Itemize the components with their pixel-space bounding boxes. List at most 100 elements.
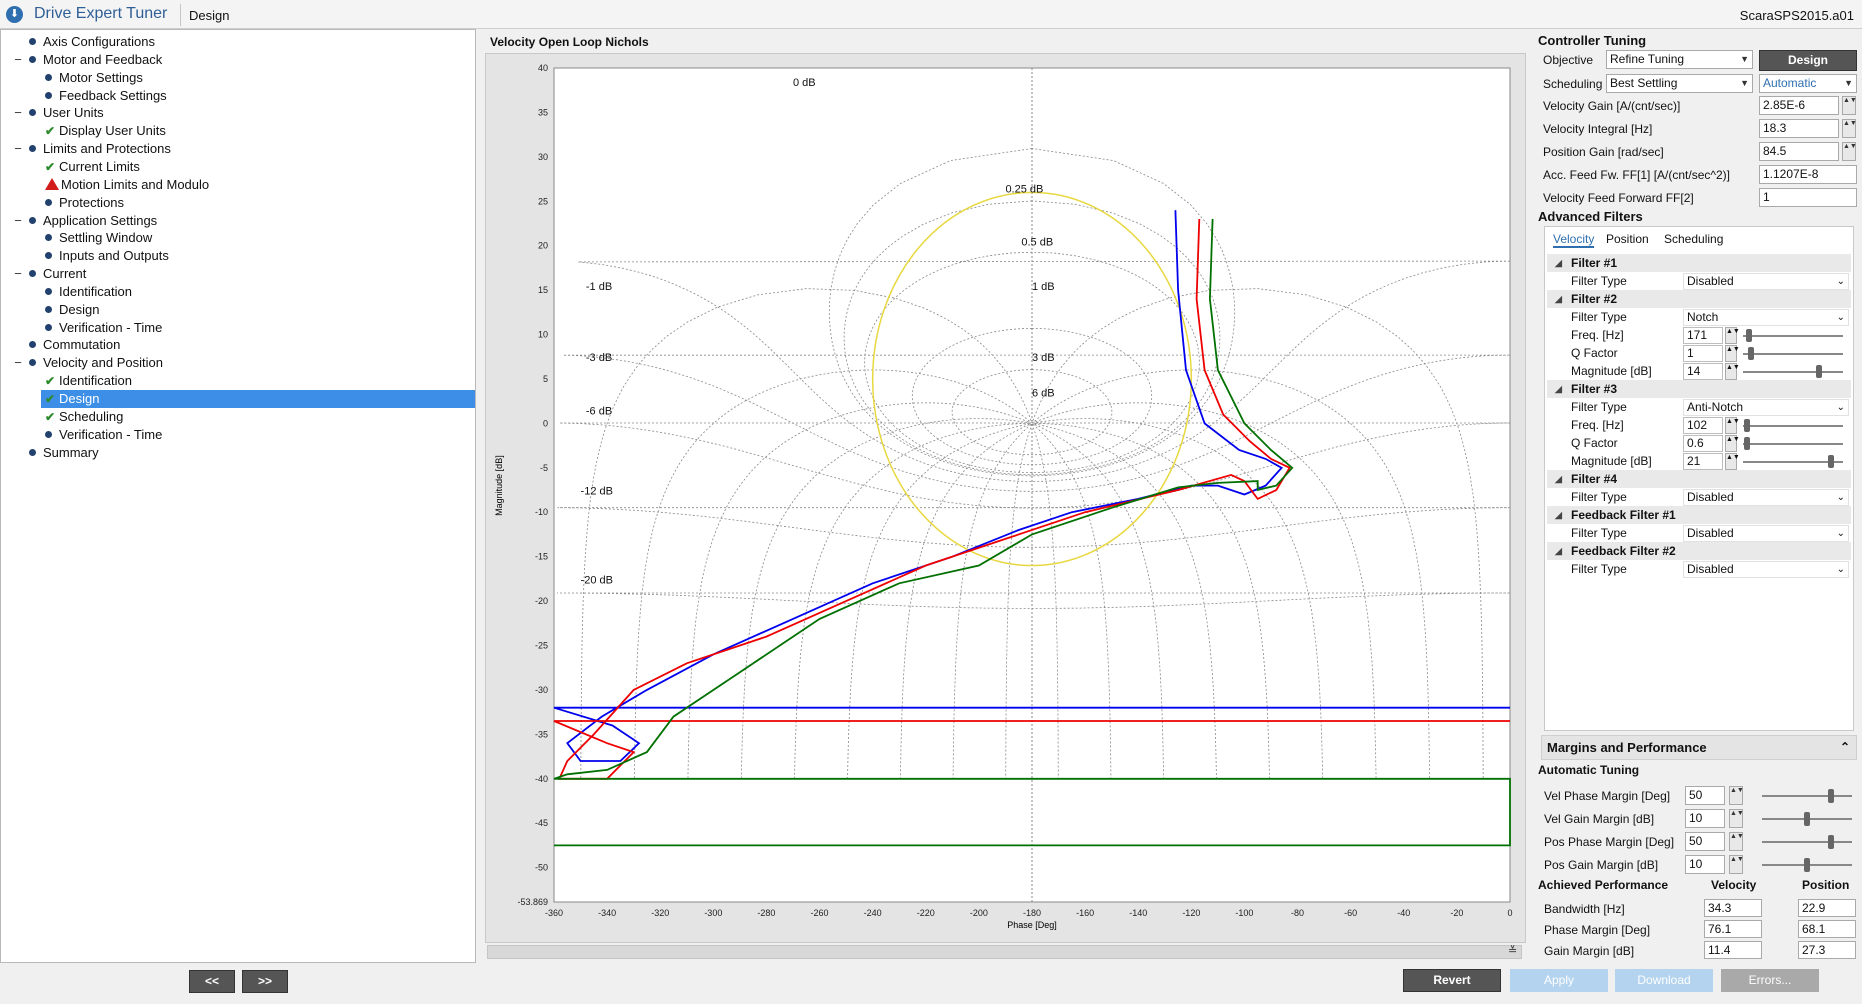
- margin-slider[interactable]: [1762, 835, 1852, 849]
- filter-type-select[interactable]: Disabled ⌄: [1683, 489, 1849, 506]
- tree-item[interactable]: − Limits and Protections: [14, 140, 171, 158]
- slider-knob[interactable]: [1816, 365, 1823, 378]
- slider-knob[interactable]: [1745, 329, 1752, 342]
- spinner-icon[interactable]: ▲▼: [1725, 435, 1740, 452]
- design-button[interactable]: Design: [1759, 50, 1857, 71]
- revert-button[interactable]: Revert: [1403, 969, 1501, 992]
- spinner-icon[interactable]: ▲▼: [1729, 855, 1744, 874]
- spinner-icon[interactable]: ▲▼: [1725, 453, 1740, 470]
- collapse-toggle-icon[interactable]: −: [14, 105, 22, 121]
- spinner-icon[interactable]: ▲▼: [1725, 363, 1740, 380]
- spinner-icon[interactable]: ▲▼: [1729, 786, 1744, 805]
- scheduling-mode-select[interactable]: Automatic ▼: [1759, 74, 1857, 93]
- filter-group-header[interactable]: ◢ Filter #4: [1547, 470, 1851, 488]
- param-input[interactable]: 1.1207E-8: [1759, 165, 1857, 184]
- tab-scheduling[interactable]: Scheduling: [1664, 232, 1724, 246]
- expand-triangle-icon[interactable]: ◢: [1555, 474, 1562, 484]
- tree-item[interactable]: − Application Settings: [14, 212, 157, 230]
- expand-triangle-icon[interactable]: ◢: [1555, 546, 1562, 556]
- tree-item[interactable]: Protections: [45, 194, 124, 212]
- margin-input[interactable]: 50: [1685, 832, 1725, 851]
- margin-input[interactable]: 10: [1685, 855, 1725, 874]
- collapse-up-icon[interactable]: ⌃: [1839, 740, 1850, 754]
- slider-knob[interactable]: [1747, 347, 1754, 360]
- slider-knob[interactable]: [1827, 789, 1834, 803]
- nichols-chart[interactable]: -360 -340 -320 -300 -280 -260 -240 -220 -200 -180…: [486, 54, 1527, 944]
- chevron-down-icon[interactable]: ≚: [1508, 945, 1518, 957]
- slider-knob[interactable]: [1827, 835, 1834, 849]
- previous-step-button[interactable]: <<: [189, 970, 235, 993]
- expand-triangle-icon[interactable]: ◢: [1555, 258, 1562, 268]
- tree-item[interactable]: Feedback Settings: [45, 87, 167, 105]
- margin-slider[interactable]: [1762, 812, 1852, 826]
- tree-item[interactable]: ✔ Scheduling: [45, 408, 123, 426]
- tree-item[interactable]: − Motor and Feedback: [14, 51, 162, 69]
- margin-input[interactable]: 50: [1685, 786, 1725, 805]
- filter-type-select[interactable]: Disabled ⌄: [1683, 273, 1849, 290]
- filter-group-header[interactable]: ◢ Filter #3: [1547, 380, 1851, 398]
- tree-item[interactable]: Commutation: [29, 336, 120, 354]
- filter-number-input[interactable]: 171: [1683, 327, 1723, 344]
- collapse-toggle-icon[interactable]: −: [14, 51, 22, 67]
- expand-triangle-icon[interactable]: ◢: [1555, 294, 1562, 304]
- collapse-toggle-icon[interactable]: −: [14, 266, 22, 282]
- margin-input[interactable]: 10: [1685, 809, 1725, 828]
- tree-item[interactable]: − Current: [14, 265, 86, 283]
- tree-item[interactable]: Axis Configurations: [29, 33, 155, 51]
- filter-type-select[interactable]: Notch ⌄: [1683, 309, 1849, 326]
- spinner-icon[interactable]: ▲▼: [1725, 327, 1740, 344]
- slider-knob[interactable]: [1743, 437, 1750, 450]
- tree-item[interactable]: ✔ Current Limits: [45, 158, 140, 176]
- filter-number-input[interactable]: 0.6: [1683, 435, 1723, 452]
- filter-type-select[interactable]: Disabled ⌄: [1683, 561, 1849, 578]
- param-input[interactable]: 84.5: [1759, 142, 1839, 161]
- tree-item[interactable]: ✔ Design: [41, 390, 475, 408]
- slider-knob[interactable]: [1804, 812, 1810, 826]
- errors-button[interactable]: Errors...: [1721, 969, 1819, 992]
- margin-slider[interactable]: [1762, 858, 1852, 872]
- scheduling-select[interactable]: Best Settling ▼: [1606, 74, 1753, 93]
- filter-type-select[interactable]: Anti-Notch ⌄: [1683, 399, 1849, 416]
- tree-item[interactable]: Motor Settings: [45, 69, 143, 87]
- filter-slider[interactable]: [1743, 455, 1843, 468]
- spinner-icon[interactable]: ▲▼: [1725, 345, 1740, 362]
- expand-triangle-icon[interactable]: ◢: [1555, 384, 1562, 394]
- filter-type-select[interactable]: Disabled ⌄: [1683, 525, 1849, 542]
- filter-number-input[interactable]: 1: [1683, 345, 1723, 362]
- spinner-icon[interactable]: ▲▼: [1842, 142, 1857, 161]
- tree-item[interactable]: Identification: [45, 283, 132, 301]
- tree-item[interactable]: Motion Limits and Modulo: [45, 176, 209, 194]
- margins-performance-header[interactable]: Margins and Performance ⌃: [1541, 735, 1857, 760]
- filter-group-header[interactable]: ◢ Feedback Filter #1: [1547, 506, 1851, 524]
- filter-slider[interactable]: [1743, 437, 1843, 450]
- filter-number-input[interactable]: 14: [1683, 363, 1723, 380]
- tree-item[interactable]: Inputs and Outputs: [45, 247, 169, 265]
- spinner-icon[interactable]: ▲▼: [1729, 809, 1744, 828]
- spinner-icon[interactable]: ▲▼: [1842, 96, 1857, 115]
- tree-item[interactable]: − User Units: [14, 104, 103, 122]
- download-button[interactable]: Download: [1615, 969, 1713, 992]
- filter-number-input[interactable]: 21: [1683, 453, 1723, 470]
- filter-group-header[interactable]: ◢ Filter #2: [1547, 290, 1851, 308]
- tree-item[interactable]: Settling Window: [45, 229, 152, 247]
- expand-triangle-icon[interactable]: ◢: [1555, 510, 1562, 520]
- filter-group-header[interactable]: ◢ Filter #1: [1547, 254, 1851, 272]
- tree-item[interactable]: ✔ Display User Units: [45, 122, 166, 140]
- collapse-toggle-icon[interactable]: −: [14, 355, 22, 371]
- slider-knob[interactable]: [1804, 858, 1810, 872]
- slider-knob[interactable]: [1743, 419, 1750, 432]
- spinner-icon[interactable]: ▲▼: [1842, 119, 1857, 138]
- apply-button[interactable]: Apply: [1510, 969, 1608, 992]
- filter-slider[interactable]: [1743, 329, 1843, 342]
- spinner-icon[interactable]: ▲▼: [1729, 832, 1744, 851]
- tree-item[interactable]: ✔ Identification: [45, 372, 132, 390]
- tree-item[interactable]: Verification - Time: [45, 319, 162, 337]
- slider-knob[interactable]: [1827, 455, 1834, 468]
- objective-select[interactable]: Refine Tuning ▼: [1606, 50, 1753, 69]
- collapse-toggle-icon[interactable]: −: [14, 212, 22, 228]
- filter-group-header[interactable]: ◢ Feedback Filter #2: [1547, 542, 1851, 560]
- filter-number-input[interactable]: 102: [1683, 417, 1723, 434]
- filter-slider[interactable]: [1743, 365, 1843, 378]
- chart-scrollbar[interactable]: [487, 945, 1522, 959]
- tab-velocity[interactable]: Velocity: [1553, 232, 1595, 248]
